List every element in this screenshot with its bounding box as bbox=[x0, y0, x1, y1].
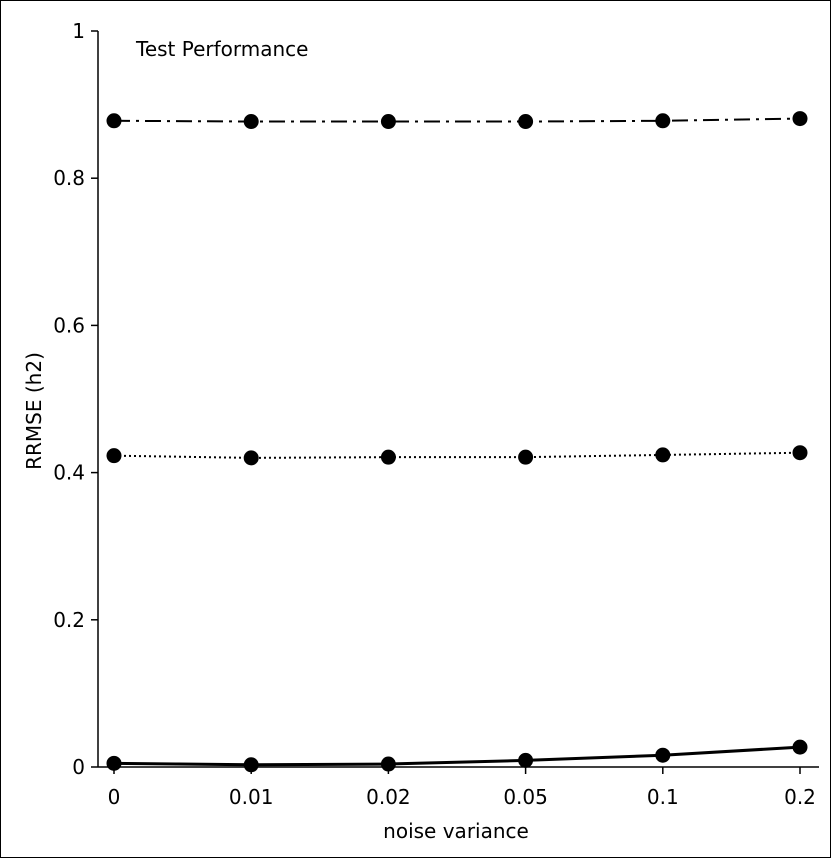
data-point bbox=[792, 111, 808, 127]
axes bbox=[97, 31, 819, 768]
series-line-dashdot bbox=[113, 117, 801, 123]
data-point bbox=[518, 114, 534, 130]
series-line-dotted bbox=[113, 451, 801, 459]
y-tick-label: 0.4 bbox=[53, 461, 85, 485]
y-tick-label: 0.6 bbox=[53, 313, 85, 337]
data-point bbox=[380, 114, 396, 130]
x-ticks: 0 0.01 0.02 0.05 0.1 0.2 bbox=[108, 767, 816, 809]
x-tick-label: 0.02 bbox=[366, 785, 411, 809]
y-tick-label: 0.8 bbox=[53, 166, 85, 190]
data-point bbox=[792, 739, 808, 755]
x-tick-label: 0 bbox=[108, 785, 121, 809]
data-point bbox=[243, 757, 259, 773]
data-point bbox=[380, 756, 396, 772]
data-point bbox=[106, 113, 122, 129]
x-tick-label: 0.1 bbox=[647, 785, 679, 809]
data-point bbox=[655, 113, 671, 129]
x-tick-label: 0.2 bbox=[784, 785, 816, 809]
y-tick-label: 0.2 bbox=[53, 608, 85, 632]
data-point bbox=[243, 450, 259, 466]
data-point bbox=[518, 449, 534, 465]
data-point bbox=[792, 445, 808, 461]
chart-title: Test Performance bbox=[135, 37, 308, 61]
data-point bbox=[106, 448, 122, 464]
y-tick-label: 1 bbox=[72, 19, 85, 43]
data-point bbox=[380, 449, 396, 465]
y-ticks: 0 0.2 0.4 0.6 0.8 1 bbox=[53, 19, 98, 779]
series-line-solid bbox=[113, 745, 801, 767]
data-point bbox=[655, 447, 671, 463]
x-tick-label: 0.01 bbox=[229, 785, 274, 809]
data-point bbox=[518, 752, 534, 768]
y-axis-title: RRMSE (h2) bbox=[22, 352, 46, 470]
x-axis-title: noise variance bbox=[383, 819, 529, 843]
x-tick-label: 0.05 bbox=[503, 785, 548, 809]
data-point bbox=[106, 755, 122, 771]
data-point bbox=[243, 114, 259, 130]
series-group bbox=[106, 111, 808, 773]
data-point bbox=[655, 747, 671, 763]
y-tick-label: 0 bbox=[72, 755, 85, 779]
